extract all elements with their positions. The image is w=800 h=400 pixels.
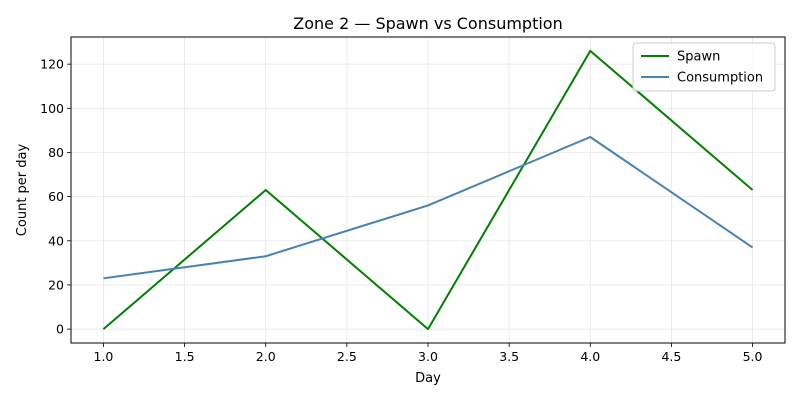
y-tick-label: 120 bbox=[40, 57, 64, 72]
x-tick-label: 3.0 bbox=[418, 349, 438, 364]
y-tick-label: 40 bbox=[48, 233, 64, 248]
x-tick-label: 1.0 bbox=[94, 349, 114, 364]
y-tick-label: 100 bbox=[40, 101, 64, 116]
spawn-legend-label: Spawn bbox=[677, 50, 720, 65]
y-axis-label: Count per day bbox=[15, 144, 30, 237]
consumption-series-line bbox=[103, 136, 754, 280]
x-tick-label: 3.5 bbox=[499, 349, 519, 364]
x-tick-label: 2.5 bbox=[337, 349, 357, 364]
x-tick-label: 2.0 bbox=[256, 349, 276, 364]
x-tick-label: 4.0 bbox=[580, 349, 600, 364]
spawn-series-line bbox=[102, 49, 754, 331]
legend: Spawn Consumption bbox=[632, 42, 776, 92]
consumption-legend-label: Consumption bbox=[677, 71, 763, 86]
x-axis-label: Day bbox=[415, 371, 441, 386]
y-tick-label: 20 bbox=[48, 277, 64, 292]
y-tick-label: 80 bbox=[48, 145, 64, 160]
x-tick-label: 5.0 bbox=[743, 349, 763, 364]
chart-title: Zone 2 — Spawn vs Consumption bbox=[293, 14, 562, 33]
x-tick-label: 1.5 bbox=[175, 349, 195, 364]
y-tick-label: 60 bbox=[48, 189, 64, 204]
series-layer bbox=[102, 49, 754, 331]
y-tick-label: 0 bbox=[56, 322, 64, 337]
x-tick-label: 4.5 bbox=[661, 349, 681, 364]
x-axis: 1.0 1.5 2.0 2.5 3.0 3.5 4.0 4.5 5.0 bbox=[94, 343, 763, 364]
y-axis: 0 20 40 60 80 100 120 bbox=[40, 57, 71, 337]
